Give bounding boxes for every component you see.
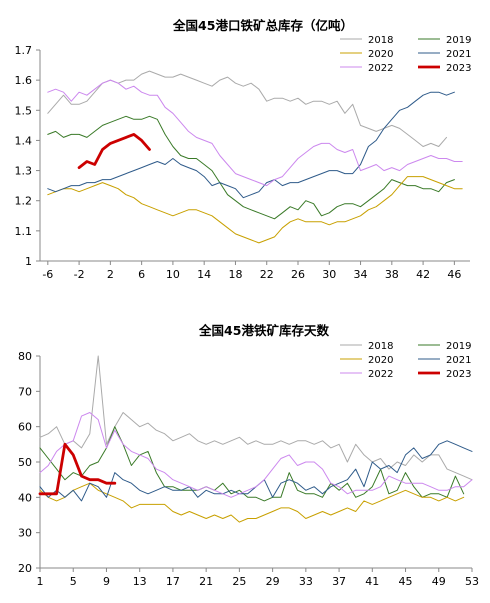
x-tick-label: 5 bbox=[70, 575, 77, 588]
y-tick-label: 1.5 bbox=[15, 104, 33, 117]
y-tick-label: 50 bbox=[18, 456, 32, 469]
y-tick-label: 40 bbox=[18, 491, 32, 504]
x-tick-label: 17 bbox=[166, 575, 180, 588]
series-line-2021 bbox=[47, 91, 455, 199]
legend-item-2021: 2021 bbox=[418, 49, 471, 60]
legend-label: 2019 bbox=[446, 341, 471, 352]
legend-label: 2021 bbox=[446, 49, 471, 60]
inventory-chart: 全国45港口铁矿总库存（亿吨） 1 1.1 1.2 1.3 1.4 1.5 1.6 1.7 -6 -… bbox=[15, 18, 472, 281]
y-tick-label: 1.6 bbox=[15, 74, 33, 87]
x-tick-label: 18 bbox=[228, 268, 242, 281]
x-tick-label: 38 bbox=[385, 268, 399, 281]
series-line-2019 bbox=[39, 426, 465, 502]
legend-label: 2020 bbox=[368, 355, 393, 366]
series-line-2019 bbox=[47, 115, 455, 220]
x-tick-label: 21 bbox=[199, 575, 213, 588]
series-line-2022 bbox=[47, 79, 463, 187]
legend-label: 2020 bbox=[368, 49, 393, 60]
x-tick-label: 42 bbox=[416, 268, 430, 281]
x-tick-label: 34 bbox=[354, 268, 368, 281]
x-tick-label: -2 bbox=[74, 268, 85, 281]
y-tick-label: 1 bbox=[25, 255, 32, 268]
x-tick-label: 2 bbox=[107, 268, 114, 281]
x-tick-label: 13 bbox=[133, 575, 147, 588]
x-tick-label: 9 bbox=[103, 575, 110, 588]
x-tick-label: 30 bbox=[322, 268, 336, 281]
legend-label: 2023 bbox=[446, 63, 471, 74]
legend-item-2023: 2023 bbox=[418, 63, 471, 74]
series-line-2020 bbox=[47, 176, 463, 244]
series-line-2018 bbox=[47, 70, 447, 147]
legend-item-2021: 2021 bbox=[418, 355, 471, 366]
x-tick-label: 49 bbox=[432, 575, 446, 588]
y-tick-label: 1.3 bbox=[15, 165, 33, 178]
legend-item-2020: 2020 bbox=[340, 49, 393, 60]
inventory-days-chart: 全国45港铁矿库存天数 20 30 40 50 60 70 80 1 5 9 13 17 21 25 29 33… bbox=[18, 323, 479, 588]
series-line-2023 bbox=[77, 132, 151, 170]
legend-item-2018: 2018 bbox=[340, 35, 393, 46]
legend-item-2022: 2022 bbox=[340, 369, 393, 380]
x-tick-label: 46 bbox=[447, 268, 461, 281]
legend-item-2019: 2019 bbox=[418, 35, 471, 46]
x-tick-label: 41 bbox=[365, 575, 379, 588]
legend-label: 2019 bbox=[446, 35, 471, 46]
x-tick-label: -6 bbox=[42, 268, 53, 281]
chart-title: 全国45港口铁矿总库存（亿吨） bbox=[172, 18, 353, 33]
x-tick-label: 22 bbox=[260, 268, 274, 281]
y-tick-label: 80 bbox=[18, 350, 32, 363]
x-tick-label: 1 bbox=[37, 575, 44, 588]
x-tick-label: 6 bbox=[138, 268, 145, 281]
y-tick-label: 1.7 bbox=[15, 44, 33, 57]
y-tick-label: 20 bbox=[18, 562, 32, 575]
legend-item-2018: 2018 bbox=[340, 341, 393, 352]
y-tick-label: 70 bbox=[18, 385, 32, 398]
x-tick-label: 33 bbox=[299, 575, 313, 588]
series-line-2018 bbox=[39, 355, 473, 481]
legend-item-2019: 2019 bbox=[418, 341, 471, 352]
series-line-2023 bbox=[38, 442, 117, 496]
x-tick-label: 29 bbox=[266, 575, 280, 588]
y-tick-label: 1.1 bbox=[15, 225, 33, 238]
legend-label: 2022 bbox=[368, 63, 393, 74]
x-tick-label: 10 bbox=[166, 268, 180, 281]
legend-item-2020: 2020 bbox=[340, 355, 393, 366]
y-tick-label: 1.2 bbox=[15, 195, 33, 208]
x-tick-label: 26 bbox=[291, 268, 305, 281]
x-tick-label: 25 bbox=[232, 575, 246, 588]
x-tick-label: 53 bbox=[465, 575, 479, 588]
y-tick-label: 1.4 bbox=[15, 134, 33, 147]
legend-label: 2018 bbox=[368, 35, 393, 46]
x-tick-label: 37 bbox=[332, 575, 346, 588]
legend-label: 2022 bbox=[368, 369, 393, 380]
series-line-2022 bbox=[39, 412, 473, 498]
legend-label: 2018 bbox=[368, 341, 393, 352]
chart-title: 全国45港铁矿库存天数 bbox=[198, 323, 329, 338]
x-tick-label: 14 bbox=[197, 268, 211, 281]
x-tick-label: 45 bbox=[399, 575, 413, 588]
legend-label: 2023 bbox=[446, 369, 471, 380]
legend-label: 2021 bbox=[446, 355, 471, 366]
y-tick-label: 30 bbox=[18, 527, 32, 540]
y-tick-label: 60 bbox=[18, 421, 32, 434]
legend-item-2022: 2022 bbox=[340, 63, 393, 74]
legend-item-2023: 2023 bbox=[418, 369, 471, 380]
series-line-2020 bbox=[39, 482, 465, 523]
